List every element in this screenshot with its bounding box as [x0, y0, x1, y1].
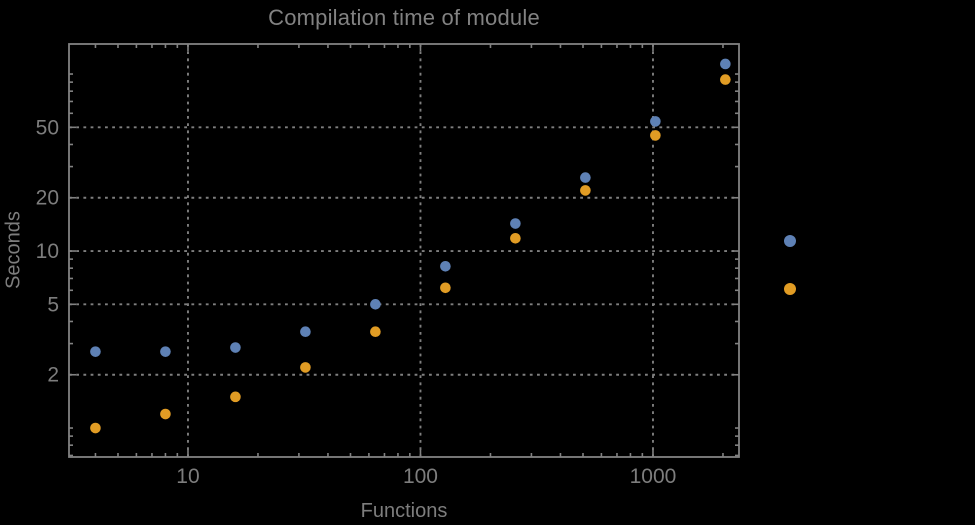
x-tick-label: 1000 — [630, 465, 677, 488]
x-tick-label: 100 — [403, 465, 438, 488]
data-point-blue — [650, 116, 661, 127]
data-point-blue — [230, 342, 241, 353]
y-tick-label: 10 — [36, 240, 59, 263]
data-point-orange — [90, 422, 101, 434]
data-point-blue — [370, 299, 381, 310]
x-tick-label: 10 — [176, 465, 199, 488]
data-point-orange — [510, 233, 521, 244]
data-point-blue — [160, 346, 171, 357]
data-point-orange — [580, 185, 591, 196]
data-point-blue — [580, 172, 591, 183]
y-tick-label: 50 — [36, 116, 59, 139]
x-axis-label: Functions — [360, 500, 448, 522]
data-point-blue — [90, 346, 101, 357]
data-point-orange — [230, 391, 241, 403]
legend-marker-orange — [784, 283, 796, 295]
y-tick-label: 2 — [47, 364, 59, 387]
data-point-orange — [370, 326, 381, 338]
data-point-orange — [300, 362, 311, 373]
data-point-blue — [300, 326, 311, 338]
legend-marker-blue — [784, 235, 796, 247]
data-point-blue — [510, 218, 521, 229]
data-point-orange — [650, 130, 661, 141]
data-point-orange — [160, 408, 171, 420]
data-point-blue — [720, 58, 731, 70]
y-tick-label: 20 — [36, 187, 59, 210]
data-point-orange — [720, 74, 731, 85]
y-tick-label: 5 — [47, 293, 59, 316]
data-point-blue — [440, 260, 451, 272]
data-point-orange — [440, 282, 451, 294]
chart-title: Compilation time of module — [268, 5, 540, 30]
